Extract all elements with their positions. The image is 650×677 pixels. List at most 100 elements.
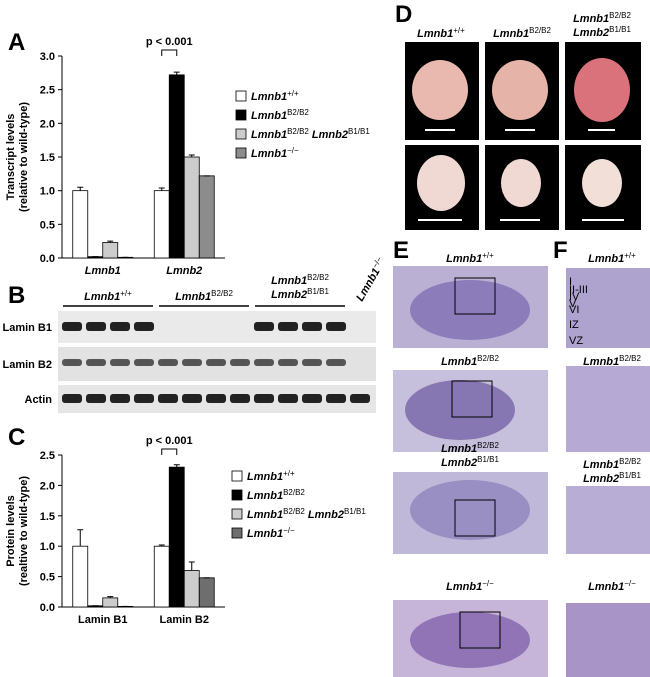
gene-name: Lmnb1 (251, 129, 287, 141)
gene-name: Lmnb1 (588, 253, 624, 265)
y-tick-label: 1.0 (40, 541, 55, 553)
blot-band (230, 394, 250, 403)
genotype-label: Lmnb1B2/B2 (271, 273, 329, 288)
x-tick-label: Lmnb2 (166, 265, 202, 277)
blot-band (254, 322, 274, 331)
allele: B2/B2 (307, 273, 329, 282)
genotype-label: Lmnb2B1/B1 (583, 471, 641, 486)
genotype-label: Lmnb1B2/B2 Lmnb2B1/B1 (247, 507, 366, 522)
annotation: p < 0.001 (146, 36, 193, 48)
blot-band (158, 359, 178, 366)
allele: −/− (370, 255, 384, 270)
blot-band (110, 394, 130, 403)
genotype-label: Lmnb1B2/B2 (441, 441, 499, 456)
significance-bracket (161, 448, 178, 455)
y-label-line: Protein levels (5, 495, 17, 567)
gene-name: Lmnb1 (441, 443, 477, 455)
panel-letter: B (8, 282, 25, 309)
gene-name: Lmnb1 (271, 275, 307, 287)
blot-band (254, 359, 274, 366)
genotype-label: Lmnb1−/− (247, 526, 295, 541)
gene-name: Lmnb2 (441, 457, 477, 469)
gene-name: Lmnb1 (588, 581, 624, 593)
error-bar (188, 561, 195, 571)
genotype-label: Lmnb1B2/B2 (247, 488, 305, 503)
bar (168, 466, 185, 608)
allele: B2/B2 (477, 441, 499, 450)
layer-label: V (569, 298, 577, 310)
allele: B2/B2 (211, 289, 233, 298)
allele: +/+ (482, 251, 494, 260)
layer-label: II-III (569, 284, 588, 296)
y-tick-label: 0.5 (40, 219, 55, 231)
blot-band (254, 394, 274, 403)
legend-swatch (231, 508, 243, 520)
y-tick-label: 2.5 (40, 85, 55, 97)
blot-band (350, 394, 370, 403)
allele: B2/B2 (287, 127, 309, 136)
error-bar (173, 71, 180, 75)
blot-row-label: Lamin B2 (2, 359, 52, 371)
genotype-label: Lmnb1B2/B2 (251, 108, 309, 123)
legend-swatch (235, 128, 247, 140)
genotype-label: Lmnb2B1/B1 (271, 287, 329, 302)
layer-label: I (569, 276, 572, 288)
blot-band (86, 322, 106, 331)
panel-letter: A (8, 29, 25, 56)
x-tick-label: Lmnb1 (85, 265, 121, 277)
error-bar (77, 186, 84, 191)
genotype-label: Lmnb1−/− (352, 255, 389, 304)
allele: B1/B1 (348, 127, 370, 136)
allele: B1/B1 (609, 25, 631, 34)
genotype-label: Lmnb1B2/B2 (573, 11, 631, 26)
allele: +/+ (624, 251, 636, 260)
layer-label: IV (569, 291, 580, 303)
genotype-label: Lmnb1B2/B2 (583, 457, 641, 472)
gene-name: Lmnb1 (175, 291, 211, 303)
gene-name: Lmnb2 (583, 473, 619, 485)
blot-band (182, 359, 202, 366)
gene-name: Lmnb1 (247, 490, 283, 502)
gene-name: Lmnb1 (417, 28, 453, 40)
legend-swatch (235, 90, 247, 102)
y-tick-label: 3.0 (40, 51, 55, 63)
gene-name: Lmnb1 (247, 509, 283, 521)
allele: B2/B2 (283, 488, 305, 497)
blot-row-label: Lamin B1 (2, 322, 52, 334)
blot-band (206, 394, 226, 403)
legend-swatch (235, 109, 247, 121)
legend-swatch (231, 489, 243, 501)
error-bar (158, 544, 165, 547)
allele: B2/B2 (283, 507, 305, 516)
allele: B2/B2 (609, 11, 631, 20)
bar (72, 190, 89, 259)
x-tick-label: Lamin B2 (159, 614, 209, 626)
layer-label: VZ (569, 335, 583, 347)
allele: +/+ (120, 289, 132, 298)
y-tick-label: 0.0 (40, 602, 55, 614)
blot-band (182, 394, 202, 403)
legend-swatch (235, 147, 247, 159)
genotype-label: Lmnb1B2/B2 Lmnb2B1/B1 (251, 127, 370, 142)
allele: +/+ (453, 26, 465, 35)
gene-name: Lmnb1 (493, 28, 529, 40)
bar (183, 570, 200, 608)
y-axis-label: Protein levels(realtive to wild-type) (5, 476, 30, 586)
y-tick-label: 0.5 (40, 572, 55, 584)
y-tick-label: 0.0 (40, 253, 55, 265)
allele: B2/B2 (287, 108, 309, 117)
blot-band (302, 394, 322, 403)
allele: B2/B2 (529, 26, 551, 35)
y-tick-label: 1.5 (40, 511, 55, 523)
embryo-photos (405, 42, 641, 230)
gene-name: Lmnb1 (573, 13, 609, 25)
layer-label: VI (569, 304, 579, 316)
genotype-label: Lmnb1+/+ (251, 89, 299, 104)
allele: +/+ (283, 469, 295, 478)
blot-band (302, 322, 322, 331)
panel-letter: C (8, 424, 25, 451)
blot-band (86, 394, 106, 403)
gene-name: Lmnb1 (247, 528, 283, 540)
blot-band (158, 394, 178, 403)
